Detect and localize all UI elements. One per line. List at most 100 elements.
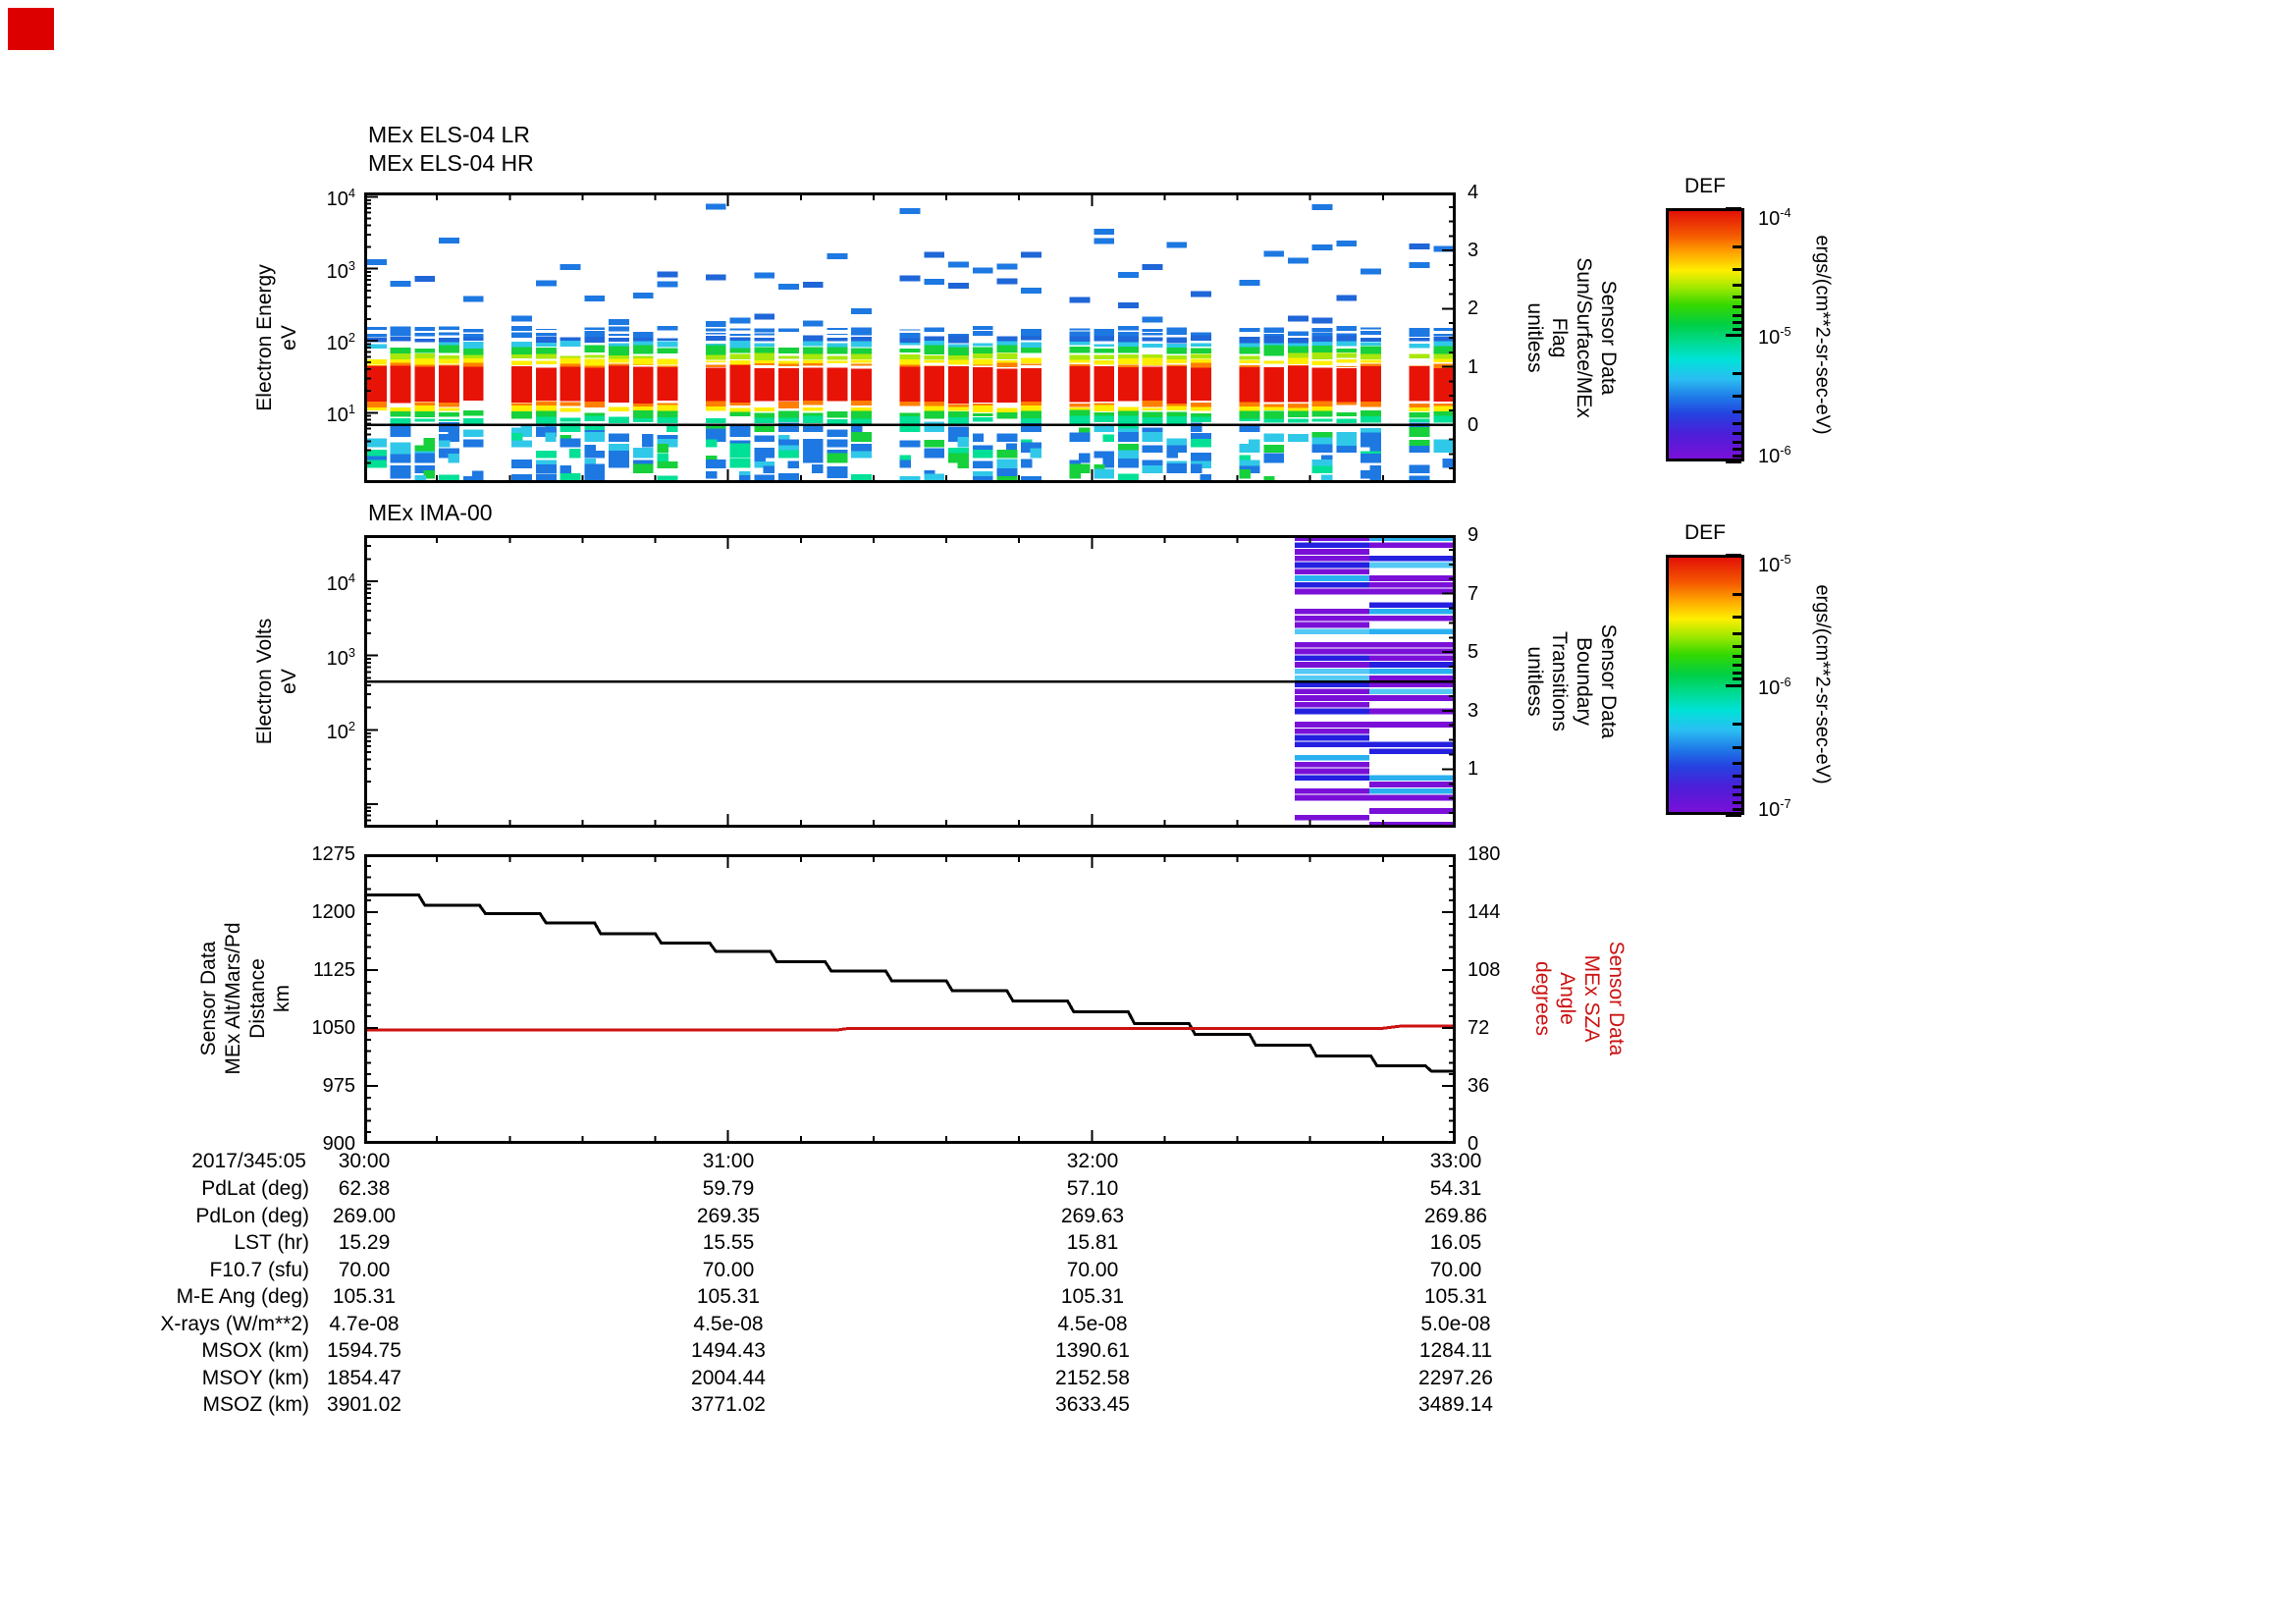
table-row-label: X-rays (W/m**2) <box>160 1312 309 1335</box>
ima-r-label-2: Boundary <box>1573 637 1595 726</box>
colorbar-tick <box>1733 677 1741 681</box>
axis-tick-label: 0 <box>1468 1133 1479 1155</box>
table-cell: 2297.26 <box>1418 1366 1493 1389</box>
eph-right-axis-label: Sensor Data MEx SZA Angle degrees <box>1530 942 1629 1056</box>
eph-y-label-4: km <box>271 985 294 1013</box>
axis-tick-label: 108 <box>1468 959 1501 981</box>
table-cell: 57.10 <box>1066 1177 1119 1200</box>
time-tick-label: 33:00 <box>1429 1150 1482 1172</box>
axis-tick-label: 4 <box>1468 182 1479 203</box>
table-cell: 269.86 <box>1423 1204 1488 1227</box>
table-cell: 269.63 <box>1060 1204 1125 1227</box>
axis-tick-label: 1125 <box>312 959 355 981</box>
colorbar-tick <box>1733 409 1741 413</box>
els-r-label-4: unitless <box>1523 302 1546 373</box>
colorbar2-unit-label: ergs/(cm**2-sr-sec-eV) <box>1811 584 1834 784</box>
colorbar-tick <box>1733 394 1741 398</box>
els-title-line1: MEx ELS-04 LR <box>368 122 530 147</box>
eph-r-label-4: degrees <box>1531 961 1554 1036</box>
axis-tick-label: 1050 <box>311 1017 356 1039</box>
ima-y-axis-label-unit: eV <box>278 669 300 694</box>
els-spectrogram-plot <box>364 192 1456 483</box>
colorbar-tick <box>1733 631 1741 635</box>
table-cell: 70.00 <box>1429 1258 1482 1281</box>
colorbar1-unit-label: ergs/(cm**2-sr-sec-eV) <box>1811 235 1834 435</box>
colorbar-tick <box>1733 671 1741 675</box>
table-cell: 2152.58 <box>1055 1366 1130 1389</box>
els-right-axis-label: Sensor Data Sun/Surface/MEx Flag unitles… <box>1522 257 1621 417</box>
table-cell: 4.7e-08 <box>329 1312 400 1335</box>
colorbar-tick <box>1726 814 1741 817</box>
axis-tick-label: 102 <box>326 719 355 744</box>
axis-tick-label: 5 <box>1468 641 1479 664</box>
colorbar-tick <box>1733 283 1741 287</box>
els-r-label-1: Sensor Data <box>1597 280 1620 396</box>
table-cell: 105.31 <box>1423 1285 1488 1308</box>
axis-tick-label: 1 <box>1468 758 1479 781</box>
colorbar2-title: DEF <box>1684 521 1726 544</box>
x-axis-date-label: 2017/345:05 <box>191 1150 306 1172</box>
axis-tick-label: 144 <box>1468 901 1501 923</box>
axis-tick-label: 10-7 <box>1758 796 1791 821</box>
axis-tick-label: 36 <box>1468 1075 1490 1097</box>
colorbar-tick <box>1733 775 1741 779</box>
colorbar-tick <box>1726 554 1741 557</box>
eph-y-label-1: Sensor Data <box>197 941 220 1056</box>
axis-tick-label: 10-5 <box>1758 552 1791 576</box>
colorbar-tick <box>1733 762 1741 766</box>
table-cell: 269.35 <box>696 1204 761 1227</box>
colorbar-tick <box>1733 784 1741 788</box>
ima-right-axis-label: Sensor Data Boundary Transitions unitles… <box>1522 624 1621 739</box>
table-cell: 1284.11 <box>1418 1339 1493 1362</box>
colorbar-tick <box>1733 616 1741 620</box>
time-tick-label: 31:00 <box>702 1150 755 1172</box>
table-cell: 4.5e-08 <box>1057 1312 1128 1335</box>
axis-tick-label: 3 <box>1468 699 1479 722</box>
colorbar-tick <box>1733 328 1741 332</box>
axis-tick-label: 7 <box>1468 582 1479 605</box>
table-row-label: PdLon (deg) <box>195 1204 309 1227</box>
table-cell: 3633.45 <box>1055 1393 1130 1416</box>
table-cell: 269.00 <box>332 1204 397 1227</box>
table-cell: 3771.02 <box>691 1393 766 1416</box>
axis-tick-label: 9 <box>1468 524 1479 546</box>
colorbar-tick <box>1733 801 1741 805</box>
table-cell: 70.00 <box>338 1258 391 1281</box>
axis-tick-label: 0 <box>1468 413 1479 436</box>
axis-tick-label: 72 <box>1468 1017 1490 1039</box>
time-tick-label: 32:00 <box>1066 1150 1119 1172</box>
ima-r-label-4: unitless <box>1523 646 1546 717</box>
colorbar-tick <box>1733 448 1741 452</box>
axis-tick-label: 1 <box>1468 355 1479 378</box>
colorbar-tick <box>1733 807 1741 811</box>
colorbar-tick <box>1733 441 1741 445</box>
table-cell: 16.05 <box>1429 1231 1482 1254</box>
table-row-label: F10.7 (sfu) <box>209 1258 309 1281</box>
colorbar-tick <box>1733 432 1741 436</box>
table-cell: 2004.44 <box>691 1366 766 1389</box>
table-cell: 1390.61 <box>1055 1339 1130 1362</box>
table-cell: 1594.75 <box>327 1339 401 1362</box>
axis-tick-label: 104 <box>326 186 355 211</box>
els-r-label-3: Flag <box>1548 317 1571 358</box>
table-cell: 59.79 <box>702 1177 755 1200</box>
eph-r-label-3: Angle <box>1556 972 1578 1025</box>
colorbar-tick <box>1733 244 1741 248</box>
table-cell: 105.31 <box>1060 1285 1125 1308</box>
axis-tick-label: 104 <box>326 570 355 595</box>
ima-y-axis-label: Electron Volts eV <box>252 619 301 744</box>
axis-tick-label: 10-6 <box>1758 674 1791 699</box>
axis-tick-label: 102 <box>326 330 355 354</box>
ima-r-label-3: Transitions <box>1548 631 1571 731</box>
colorbar-tick <box>1726 334 1741 337</box>
colorbar-tick <box>1733 455 1741 459</box>
axis-tick-label: 2 <box>1468 298 1479 320</box>
colorbar-tick <box>1733 793 1741 797</box>
axis-tick-label: 1275 <box>311 843 356 865</box>
axis-tick-label: 10-6 <box>1758 443 1791 467</box>
table-cell: 15.55 <box>702 1231 755 1254</box>
axis-tick-label: 10-5 <box>1758 324 1791 349</box>
table-cell: 3901.02 <box>327 1393 401 1416</box>
time-tick-label: 30:00 <box>338 1150 391 1172</box>
